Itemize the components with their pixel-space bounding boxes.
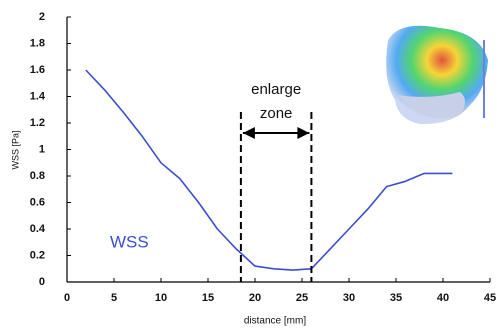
series-label: WSS <box>110 232 149 251</box>
y-tick-label: 0.6 <box>30 196 45 208</box>
y-tick-label: 1.6 <box>30 64 45 76</box>
x-tick-label: 15 <box>202 292 214 304</box>
y-axis-label: WSS [Pa] <box>10 130 20 169</box>
x-axis-label: distance [mm] <box>244 316 306 327</box>
y-tick-label: 1.8 <box>30 37 45 49</box>
page: {"chart_data": {"type": "line", "x_label… <box>0 0 500 329</box>
x-tick-label: 5 <box>111 292 117 304</box>
x-tick-label: 45 <box>484 292 496 304</box>
y-tick-label: 0.4 <box>30 223 46 235</box>
y-tick-label: 2 <box>39 11 45 23</box>
chart: distance [mm] WSS [Pa] 0 0.2 0.4 0.6 0.8 1 1.2… <box>0 0 500 329</box>
y-tick-label: 1 <box>39 143 45 155</box>
y-tick-label: 1.4 <box>30 90 46 102</box>
inset-image <box>386 26 488 124</box>
x-tick-label: 40 <box>437 292 449 304</box>
y-tick-label: 0.2 <box>30 249 45 261</box>
x-tick-label: 10 <box>155 292 167 304</box>
x-tick-label: 25 <box>296 292 308 304</box>
y-tick-label: 0 <box>39 276 45 288</box>
zone-label: enlarge <box>251 81 301 98</box>
x-tick-label: 0 <box>64 292 70 304</box>
x-tick-label: 20 <box>249 292 261 304</box>
y-tick-label: 0.8 <box>30 170 45 182</box>
zone-label: zone <box>260 105 293 122</box>
x-tick-label: 35 <box>390 292 402 304</box>
y-tick-label: 1.2 <box>30 117 45 129</box>
x-tick-label: 30 <box>343 292 355 304</box>
